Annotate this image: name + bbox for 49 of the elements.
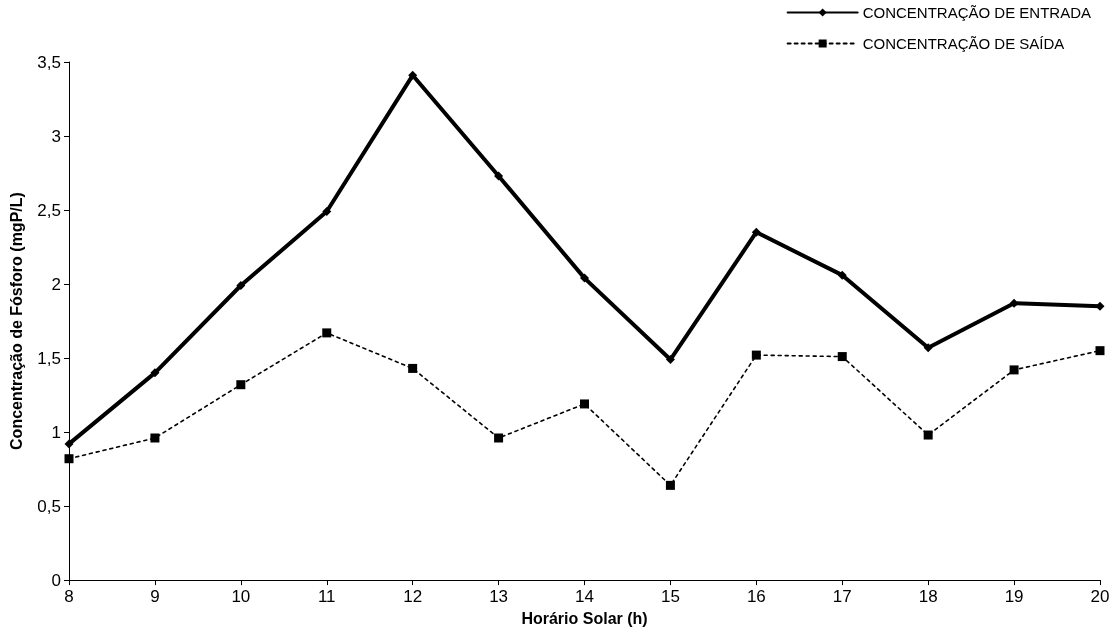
- point: [322, 207, 332, 217]
- point: [494, 433, 504, 443]
- x-tick-label: 14: [575, 587, 594, 607]
- y-tick-label: 3,5: [37, 52, 61, 72]
- y-tick-label: 3: [51, 126, 61, 146]
- point: [408, 70, 418, 80]
- y-tick-label: 2: [51, 274, 61, 294]
- point: [322, 328, 332, 338]
- point: [64, 439, 74, 449]
- y-tick-label: 1: [51, 422, 61, 442]
- point: [665, 355, 675, 365]
- x-tick-label: 12: [403, 587, 423, 607]
- point: [923, 430, 933, 440]
- x-tick-label: 10: [231, 587, 251, 607]
- point: [236, 281, 246, 291]
- point: [1009, 365, 1019, 375]
- y-tick-label: 2,5: [37, 200, 61, 220]
- x-tick-label: 8: [64, 587, 74, 607]
- y-axis-title: Concentração de Fósforo (mgP/L): [7, 192, 25, 450]
- x-tick-label: 13: [489, 587, 509, 607]
- point: [837, 270, 847, 280]
- legend-label: CONCENTRAÇÃO DE ENTRADA: [862, 4, 1091, 21]
- point: [408, 363, 418, 373]
- legend-label: CONCENTRAÇÃO DE SAÍDA: [862, 35, 1065, 52]
- point: [837, 352, 847, 362]
- y-tick-label: 0: [51, 570, 61, 590]
- point: [923, 343, 933, 353]
- x-tick-label: 17: [832, 587, 852, 607]
- x-tick-label: 20: [1090, 587, 1110, 607]
- x-tick-label: 16: [746, 587, 766, 607]
- x-tick-label: 9: [150, 587, 160, 607]
- point: [751, 227, 761, 237]
- point: [1095, 346, 1105, 356]
- point: [580, 399, 589, 409]
- x-tick-label: 15: [660, 587, 680, 607]
- x-tick-label: 19: [1004, 587, 1024, 607]
- x-tick-label: 11: [317, 587, 336, 607]
- point: [64, 454, 74, 464]
- point: [580, 273, 589, 283]
- y-tick-label: 0,5: [37, 496, 61, 516]
- point: [494, 171, 504, 181]
- point: [236, 380, 246, 390]
- x-tick-label: 18: [918, 587, 938, 607]
- point: [751, 350, 761, 360]
- x-axis-title: Horário Solar (h): [521, 609, 648, 627]
- y-tick-label: 1,5: [37, 348, 61, 368]
- point: [150, 433, 160, 443]
- point: [665, 480, 675, 490]
- point: [150, 368, 160, 378]
